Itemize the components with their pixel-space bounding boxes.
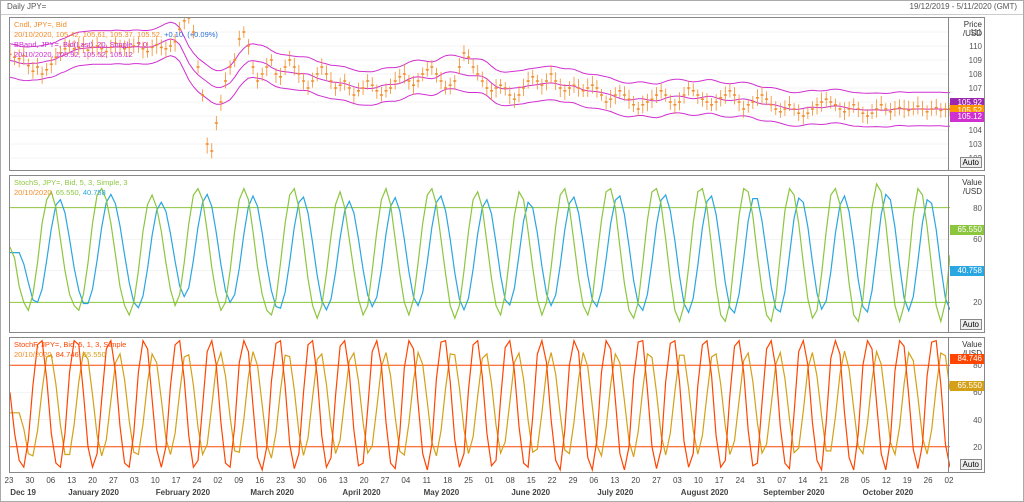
legend: StochF, JPY=, Bid, 5, 1, 3, Simple20/10/… xyxy=(14,340,126,360)
price-panel[interactable]: Cndl, JPY=, Bid20/10/2020, 105.42, 105.6… xyxy=(9,17,985,171)
y-axis: Price/USD1021031041051061071081091101111… xyxy=(948,18,984,170)
legend: Cndl, JPY=, Bid20/10/2020, 105.42, 105.6… xyxy=(14,20,218,60)
stochf-panel[interactable]: StochF, JPY=, Bid, 5, 1, 3, Simple20/10/… xyxy=(9,337,985,473)
legend: StochS, JPY=, Bid, 5, 3, Simple, 320/10/… xyxy=(14,178,128,198)
auto-button[interactable]: Auto xyxy=(960,459,982,470)
price-marker: 84.746 xyxy=(950,354,984,364)
price-marker: 105.12 xyxy=(950,112,984,122)
chart-title: Daily JPY= xyxy=(7,2,46,13)
stochs-panel[interactable]: StochS, JPY=, Bid, 5, 3, Simple, 320/10/… xyxy=(9,175,985,333)
auto-button[interactable]: Auto xyxy=(960,319,982,330)
price-marker: 65.550 xyxy=(950,381,984,391)
date-range: 19/12/2019 - 5/11/2020 (GMT) xyxy=(910,2,1017,13)
price-marker: 65.550 xyxy=(950,225,984,235)
y-axis: Value/USD2040608065.55040.758Auto xyxy=(948,176,984,332)
topbar: Daily JPY= 19/12/2019 - 5/11/2020 (GMT) xyxy=(1,1,1023,15)
y-axis: Value/USD2040608084.74665.550Auto xyxy=(948,338,984,472)
auto-button[interactable]: Auto xyxy=(960,157,982,168)
chart-root: Daily JPY= 19/12/2019 - 5/11/2020 (GMT) … xyxy=(0,0,1024,502)
price-marker: 40.758 xyxy=(950,266,984,276)
x-axis: 2330061320270310172402091623300613202704… xyxy=(9,473,949,499)
